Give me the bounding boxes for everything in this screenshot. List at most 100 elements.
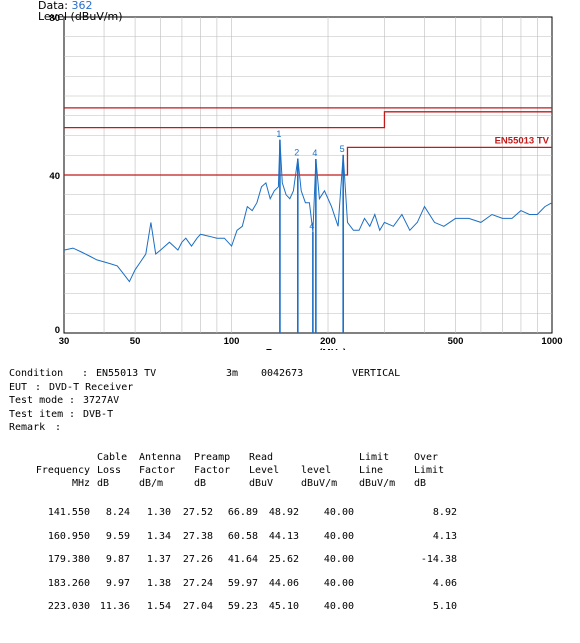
x-axis-label: Frequency (MHz)	[266, 348, 347, 350]
table-header-cell: Factor	[139, 465, 176, 476]
table-cell: 40.00	[323, 507, 354, 518]
table-cell: 44.13	[268, 530, 299, 542]
table-cell: 183.260	[47, 577, 90, 589]
table-cell: 9.97	[105, 577, 130, 589]
table-cell: 1.37	[146, 554, 171, 565]
x-tick-label-2: 100	[224, 336, 240, 347]
table-cell: 160.950	[47, 530, 90, 542]
limit-line-1	[64, 111, 552, 129]
job-no: 0042673	[261, 368, 304, 379]
eut-value: DVD-T Receiver	[49, 381, 134, 393]
condition-label: Condition	[9, 368, 64, 379]
table-cell: 27.38	[182, 530, 213, 542]
x-tick-label-3: 200	[320, 336, 336, 347]
table-header-cell: Cable	[97, 452, 128, 463]
table-header-cell: level	[301, 465, 332, 476]
table-header-cell: dBuV/m	[359, 478, 396, 489]
table-cell: 40.00	[323, 530, 354, 542]
y-tick-label-2: 80	[49, 13, 60, 24]
item-label: Test item	[9, 408, 64, 420]
table-cell: 44.06	[268, 577, 299, 589]
table-cell: 59.23	[227, 601, 258, 612]
condition-row: Condition : EN55013 TV 3m 0042673 VERTIC…	[9, 368, 401, 379]
table-header-cell: dB/m	[139, 478, 164, 489]
table-cell: 60.58	[227, 530, 258, 542]
item-value: DVB-T	[83, 408, 114, 420]
emission-chart: Data: 362 Level (dBuV/m) EN55013 TV 1 2 4 4 5…	[38, 0, 563, 350]
mode-row: Test mode : 3727AV	[9, 395, 120, 406]
y-tick-label-1: 40	[49, 171, 60, 182]
eut-row: EUT : DVD-T Receiver	[9, 381, 134, 393]
table-cell: 8.92	[432, 507, 457, 518]
table-header-cell: Frequency	[35, 465, 90, 476]
chart-header: Data: 362 Level (dBuV/m)	[38, 0, 123, 22]
remark-row: Remark :	[9, 422, 62, 433]
table-cell: 5.10	[432, 601, 457, 612]
table-row: 141.550 8.24 1.30 27.52 66.89 48.92 40.00 8.92	[9, 507, 569, 531]
table-cell: 40.00	[323, 554, 354, 565]
remark-label: Remark	[9, 422, 46, 433]
marker-label-3: 4	[312, 148, 317, 158]
table-header-cell: Antenna	[139, 452, 182, 463]
table-cell: 66.89	[227, 507, 258, 518]
table-header-row-3: MHz dB dB/m dB dBuV dBuV/m dBuV/m dB	[9, 478, 569, 491]
plot-svg: EN55013 TV 1 2 4 4 5 30 50 100 200 500 1000 0 40 80 Fre…	[49, 13, 562, 350]
table-cell: 1.34	[146, 530, 171, 542]
table-row: 223.030 11.36 1.54 27.04 59.23 45.10 40.00 5.10	[9, 601, 569, 625]
table-header-cell: Factor	[194, 465, 231, 476]
table-header-cell: dB	[414, 478, 427, 489]
table-header-cell: dB	[194, 478, 207, 489]
limit-line-0	[64, 146, 552, 176]
table-cell: 25.62	[268, 554, 299, 565]
y-axis-label: Level (dBuV/m)	[38, 10, 123, 23]
table-cell: 40.00	[323, 577, 354, 589]
table-row: 160.950 9.59 1.34 27.38 60.58 44.13 40.00 4.13	[9, 531, 569, 555]
table-cell: 27.52	[182, 507, 213, 518]
table-cell: 9.59	[105, 530, 130, 542]
table-spacer	[9, 491, 569, 507]
table-cell: 141.550	[47, 507, 90, 518]
limit-label: EN55013 TV	[495, 135, 550, 146]
table-cell: 11.36	[99, 601, 130, 612]
table-header-cell: Read	[249, 452, 274, 463]
table-header-row-2: Frequency Loss Factor Factor Level level Line L…	[9, 465, 569, 478]
x-tick-label-0: 30	[59, 336, 70, 347]
x-tick-label-4: 500	[448, 336, 464, 347]
table-header-cell: Preamp	[194, 452, 231, 463]
table-cell: 27.04	[182, 601, 213, 612]
table-header-row-1: Cable Antenna Preamp Read Limit Over	[9, 452, 569, 465]
y-tick-label-0: 0	[55, 325, 60, 336]
data-label: Data:	[38, 0, 68, 12]
x-tick-label-1: 50	[130, 336, 141, 347]
table-cell: 223.030	[47, 601, 90, 612]
table-row: 179.380 9.87 1.37 27.26 41.64 25.62 40.00 -14.3…	[9, 554, 569, 578]
table-cell: 4.13	[432, 530, 457, 542]
polarization: VERTICAL	[352, 368, 401, 379]
table-cell: 4.06	[432, 577, 457, 589]
table-cell: 1.38	[146, 577, 171, 589]
marker-label-4: 5	[340, 144, 345, 154]
table-header-cell: Line	[359, 465, 384, 476]
table-header-cell: dB	[97, 478, 110, 489]
table-cell: 45.10	[268, 601, 299, 612]
table-cell: 59.97	[227, 577, 258, 589]
table-cell: 27.24	[182, 577, 213, 589]
marker-label-0: 1	[276, 129, 281, 139]
table-header-cell: dBuV/m	[301, 478, 338, 489]
table-cell: 8.24	[105, 507, 130, 518]
condition-value: EN55013 TV	[96, 368, 157, 379]
test-info: Condition : EN55013 TV 3m 0042673 VERTIC…	[9, 368, 569, 436]
mode-label: Test mode	[9, 395, 64, 406]
table-header-cell: Limit	[359, 452, 390, 463]
data-value: 362	[71, 0, 93, 12]
table-cell: -14.38	[420, 554, 457, 565]
results-table: Cable Antenna Preamp Read Limit Over Frequency…	[9, 452, 569, 625]
table-header-cell: Over	[414, 452, 439, 463]
marker-label-2: 4	[309, 221, 314, 231]
table-header-cell: Level	[249, 465, 280, 476]
table-cell: 40.00	[323, 601, 354, 612]
mode-value: 3727AV	[83, 395, 120, 406]
spectrum-trace	[63, 139, 553, 283]
table-header-cell: Limit	[414, 465, 445, 476]
table-header-cell: dBuV	[249, 478, 274, 489]
